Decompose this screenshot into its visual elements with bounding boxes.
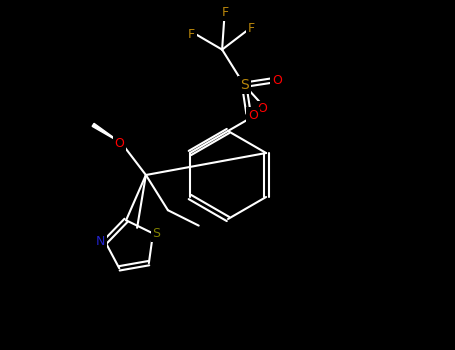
Text: O: O xyxy=(115,137,124,150)
Text: O: O xyxy=(272,74,282,87)
Text: F: F xyxy=(248,22,255,35)
Text: N: N xyxy=(95,235,105,248)
Text: O: O xyxy=(248,109,258,122)
Text: S: S xyxy=(240,78,248,92)
Polygon shape xyxy=(92,123,121,143)
Text: S: S xyxy=(152,227,161,240)
Text: O: O xyxy=(258,103,268,116)
Text: F: F xyxy=(222,6,229,19)
Text: F: F xyxy=(188,28,195,41)
